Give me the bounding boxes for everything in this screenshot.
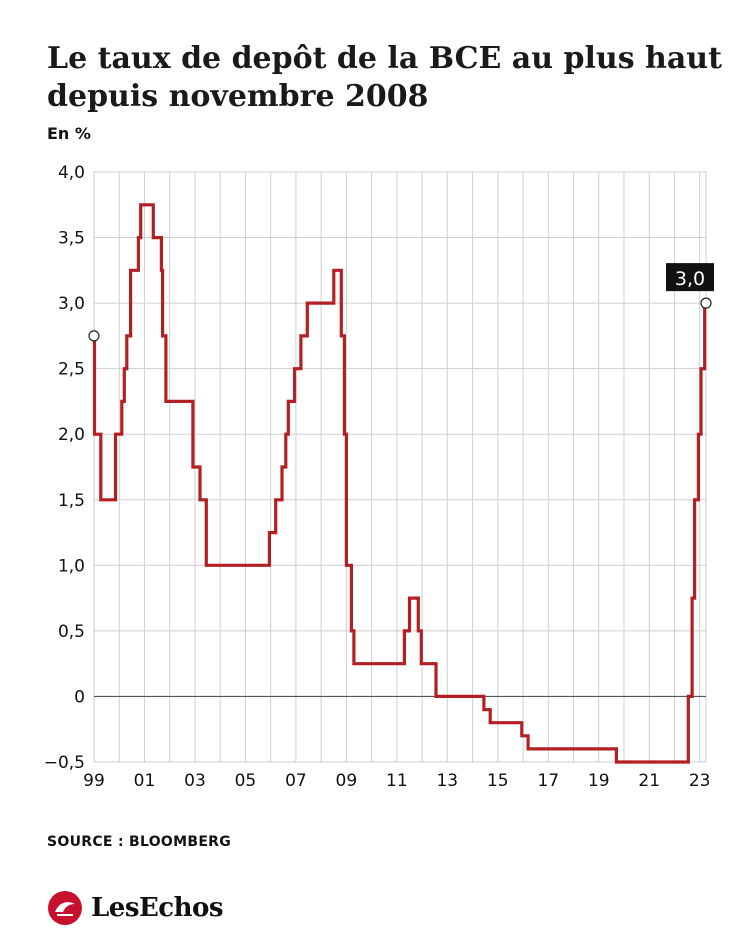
x-tick-label: 05 <box>235 771 257 791</box>
callout-box <box>666 263 714 292</box>
x-tick-label: 15 <box>487 771 509 791</box>
x-tick-label: 17 <box>537 771 559 791</box>
y-tick-label: 2,0 <box>58 425 85 445</box>
line-chart: 4,0 3,5 3,0 2,5 2,0 1,5 1,0 0,5 0 −0,599 01 03 05 07 0… <box>44 163 714 791</box>
callout-label: 3,0 <box>675 268 705 290</box>
x-tick-label: 07 <box>285 771 307 791</box>
y-tick-label: 0 <box>74 687 85 707</box>
y-tick-label: 1,5 <box>58 491 85 511</box>
y-tick-label: −0,5 <box>44 753 85 773</box>
x-tick-label: 09 <box>336 771 358 791</box>
source-note: SOURCE : BLOOMBERG <box>47 834 232 850</box>
y-tick-label: 2,5 <box>58 360 85 380</box>
x-tick-label: 21 <box>638 771 660 791</box>
y-tick-label: 3,5 <box>58 229 85 249</box>
brand-name: LesEchos <box>91 893 224 923</box>
x-tick-label: 99 <box>83 771 105 791</box>
unit-label: En % <box>47 124 91 143</box>
x-tick-label: 03 <box>184 771 206 791</box>
value-callout: 3,0 <box>666 263 714 292</box>
endpoint-marker <box>88 330 100 342</box>
x-tick-label: 13 <box>436 771 458 791</box>
x-tick-label: 19 <box>588 771 610 791</box>
x-tick-label: 01 <box>134 771 156 791</box>
y-tick-label: 3,0 <box>58 294 85 314</box>
x-tick-label: 11 <box>386 771 408 791</box>
les-echos-logo-icon <box>48 891 82 925</box>
y-tick-label: 4,0 <box>58 163 85 183</box>
brand-logo: LesEchos <box>47 888 224 928</box>
x-tick-label: 23 <box>689 771 711 791</box>
chart-title: Le taux de depôt de la BCE au plus haut … <box>47 41 722 114</box>
y-tick-label: 0,5 <box>58 622 85 642</box>
y-tick-label: 1,0 <box>58 556 85 576</box>
series-line-deposit-rate <box>92 203 707 764</box>
endpoint-marker <box>700 297 712 309</box>
